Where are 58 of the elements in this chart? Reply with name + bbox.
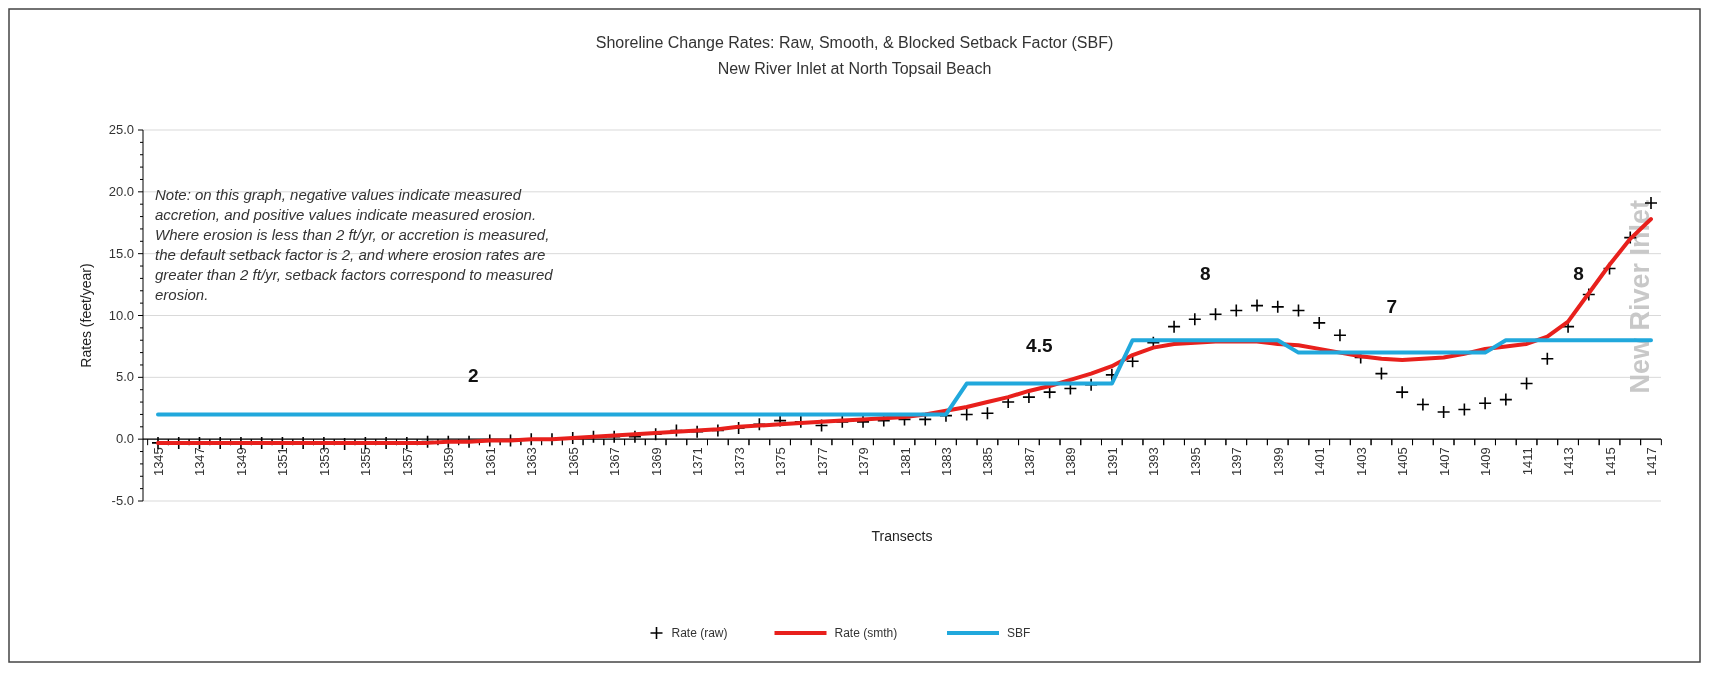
- x-tick-label: 1373: [731, 447, 747, 477]
- y-tick-label: 15.0: [108, 245, 134, 261]
- x-tick-label: 1381: [897, 447, 913, 477]
- y-tick-label: 0.0: [115, 431, 134, 447]
- x-tick-label: 1355: [358, 447, 374, 477]
- x-tick-label: 1353: [316, 447, 332, 477]
- chart-subtitle: New River Inlet at North Topsail Beach: [717, 60, 992, 77]
- x-tick-label: 1411: [1519, 447, 1535, 476]
- x-tick-label: 1397: [1229, 447, 1245, 477]
- annotation: Note: on this graph, negative values indicate measured accretion, and positive values indicate measured erosion. Where erosion is less than 2 ft/yr, or accretion is measured, the default setback factor is 2, and where erosion rates are greater than 2 ft/yr, setback factors correspond to measured erosion.: [155, 186, 554, 303]
- x-tick-label: 1365: [565, 447, 581, 477]
- y-tick-label: 10.0: [108, 307, 134, 323]
- line-series: [156, 338, 1653, 417]
- annotation: 7: [1386, 295, 1398, 317]
- y-tick-label: 20.0: [108, 183, 134, 199]
- x-tick-label: 1399: [1270, 447, 1286, 477]
- x-tick-label: 1401: [1312, 447, 1328, 477]
- x-axis-title: Transects: [871, 528, 933, 544]
- x-tick-label: 1393: [1146, 447, 1162, 477]
- y-tick-label: 5.0: [115, 369, 134, 385]
- x-tick-label: 1377: [814, 447, 830, 477]
- legend-label: Rate (smth): [834, 626, 898, 640]
- x-tick-label: 1407: [1436, 447, 1452, 477]
- x-tick-label: 1361: [482, 447, 498, 477]
- annotation: 8: [1199, 263, 1211, 285]
- x-tick-label: 1389: [1063, 447, 1079, 477]
- y-tick-label: -5.0: [111, 493, 134, 508]
- x-tick-label: 1383: [938, 447, 954, 477]
- x-tick-label: 1351: [275, 447, 291, 477]
- legend-label: Rate (raw): [671, 626, 728, 640]
- annotation: 4.5: [1026, 334, 1053, 356]
- x-tick-label: 1385: [980, 447, 996, 477]
- x-tick-label: 1413: [1561, 447, 1577, 477]
- x-tick-label: 1395: [1187, 447, 1203, 477]
- x-tick-label: 1347: [192, 447, 208, 477]
- x-tick-label: 1369: [648, 447, 664, 477]
- x-tick-label: 1345: [151, 447, 166, 477]
- x-tick-label: 1409: [1478, 447, 1494, 477]
- x-tick-label: 1371: [690, 447, 706, 477]
- x-tick-label: 1387: [1021, 447, 1037, 477]
- chart-title: Shoreline Change Rates: Raw, Smooth, & Blocked Setback Factor (SBF): [595, 34, 1114, 51]
- x-tick-label: 1405: [1395, 447, 1411, 477]
- x-tick-label: 1417: [1644, 447, 1659, 477]
- x-tick-label: 1403: [1353, 447, 1369, 477]
- x-tick-label: 1363: [524, 447, 540, 477]
- legend-label: SBF: [1007, 626, 1031, 640]
- x-tick-label: 1359: [441, 447, 457, 477]
- x-tick-label: 1349: [233, 447, 249, 477]
- x-tick-label: 1379: [856, 447, 872, 477]
- x-tick-label: 1391: [1104, 447, 1120, 477]
- x-tick-label: 1357: [399, 447, 415, 477]
- y-tick-label: 25.0: [108, 122, 134, 137]
- annotation: 8: [1573, 263, 1584, 285]
- annotation: 2: [467, 365, 479, 387]
- x-tick-label: 1367: [607, 447, 623, 477]
- y-axis-title: Rates (feet/year): [78, 263, 94, 368]
- x-tick-label: 1375: [773, 447, 789, 477]
- x-tick-label: 1415: [1602, 447, 1618, 477]
